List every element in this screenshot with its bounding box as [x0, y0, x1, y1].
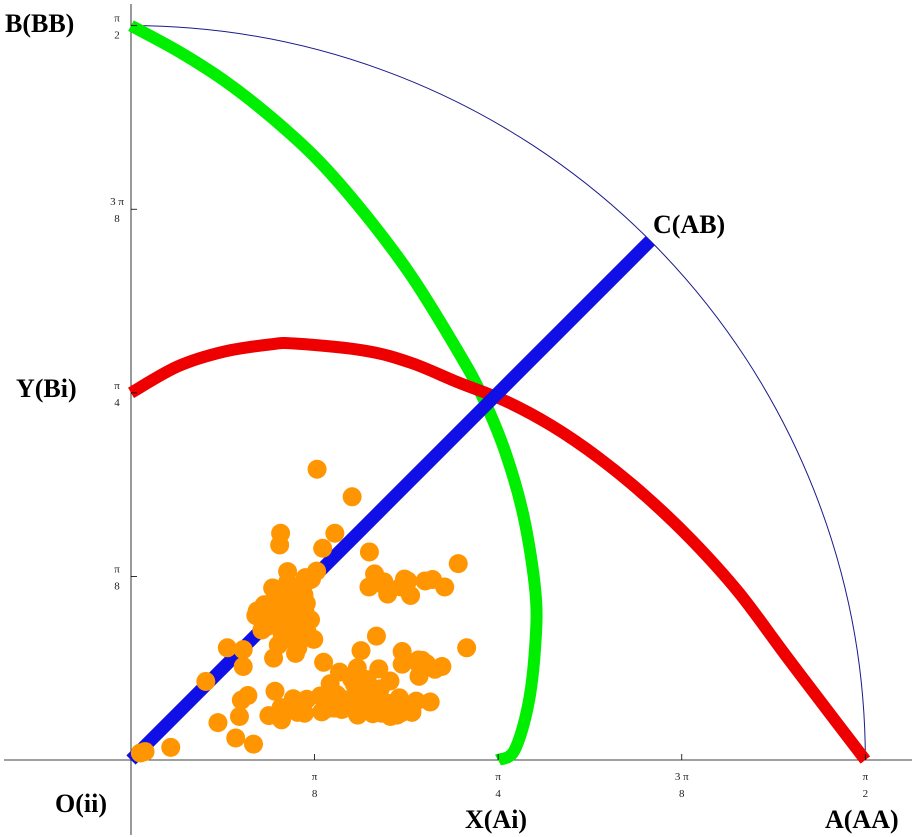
data-point: [314, 652, 334, 672]
curves-layer: [127, 20, 871, 766]
x-tick-numerator: π: [495, 771, 501, 783]
corner-labels: B(BB) C(AB) Y(Bi) O(ii) X(Ai) A(AA): [5, 9, 899, 834]
data-point: [435, 577, 455, 597]
x-tick-numerator: π: [863, 771, 869, 783]
y-tick-numerator: 3 π: [110, 196, 124, 208]
x-tick-denominator: 2: [863, 788, 869, 800]
data-point: [369, 659, 389, 679]
boundary-arc-layer: [130, 25, 866, 761]
data-point: [135, 742, 155, 762]
data-point: [296, 593, 316, 613]
data-point: [238, 685, 258, 705]
y-tick-denominator: 2: [114, 30, 120, 42]
diagonal-layer: [126, 236, 655, 765]
data-point: [432, 657, 452, 676]
label-b-bb: B(BB): [5, 9, 74, 38]
curve-green: [128, 20, 543, 766]
data-point: [420, 692, 440, 712]
x-tick-denominator: 8: [679, 788, 685, 800]
data-point: [272, 710, 292, 730]
y-tick-numerator: π: [114, 13, 120, 25]
data-point: [457, 638, 477, 658]
data-point: [161, 737, 181, 757]
label-o-ii: O(ii): [55, 789, 107, 818]
data-point: [271, 523, 291, 543]
y-tick-numerator: π: [114, 380, 120, 392]
data-point: [265, 681, 285, 701]
data-point: [366, 626, 386, 646]
data-point: [301, 610, 321, 630]
x-tick-numerator: π: [312, 771, 318, 783]
y-tick-numerator: π: [114, 563, 120, 575]
label-a-aa: A(AA): [825, 805, 899, 834]
data-point: [406, 691, 426, 711]
data-point: [448, 554, 468, 574]
data-point: [307, 459, 327, 479]
data-point: [307, 561, 327, 581]
y-tick-denominator: 8: [114, 213, 120, 225]
data-point: [233, 640, 253, 660]
data-point: [398, 571, 418, 591]
x-tick-numerator: 3 π: [675, 771, 689, 783]
y-tick-denominator: 4: [114, 397, 120, 409]
x-tick-denominator: 8: [312, 788, 318, 800]
data-point: [359, 542, 379, 562]
data-point: [226, 728, 246, 748]
data-point: [208, 713, 228, 733]
y-tick-denominator: 8: [114, 580, 120, 592]
data-point: [313, 538, 333, 558]
ticks: π 8 π 4 3 π 8 π 2 π 8 π 4 3 π 8 π 2: [110, 13, 868, 800]
data-point: [233, 657, 253, 676]
data-point: [392, 654, 412, 674]
data-point: [325, 523, 345, 543]
label-x-ai: X(Ai): [465, 805, 527, 834]
data-point: [351, 641, 371, 661]
scatter-points: [130, 459, 477, 763]
data-point: [243, 734, 263, 754]
label-y-bi: Y(Bi): [16, 374, 77, 403]
axes: [4, 4, 912, 835]
data-point: [401, 585, 421, 605]
label-c-ab: C(AB): [653, 210, 725, 239]
data-point: [380, 671, 400, 691]
data-point: [196, 671, 216, 691]
data-point: [217, 638, 237, 658]
boundary-arc: [130, 25, 866, 761]
diagonal-line: [126, 236, 655, 765]
data-point: [342, 487, 362, 507]
curve-red: [127, 336, 871, 764]
data-point: [229, 707, 249, 727]
x-tick-denominator: 4: [495, 788, 501, 800]
data-point: [304, 629, 324, 649]
data-point: [294, 703, 314, 723]
